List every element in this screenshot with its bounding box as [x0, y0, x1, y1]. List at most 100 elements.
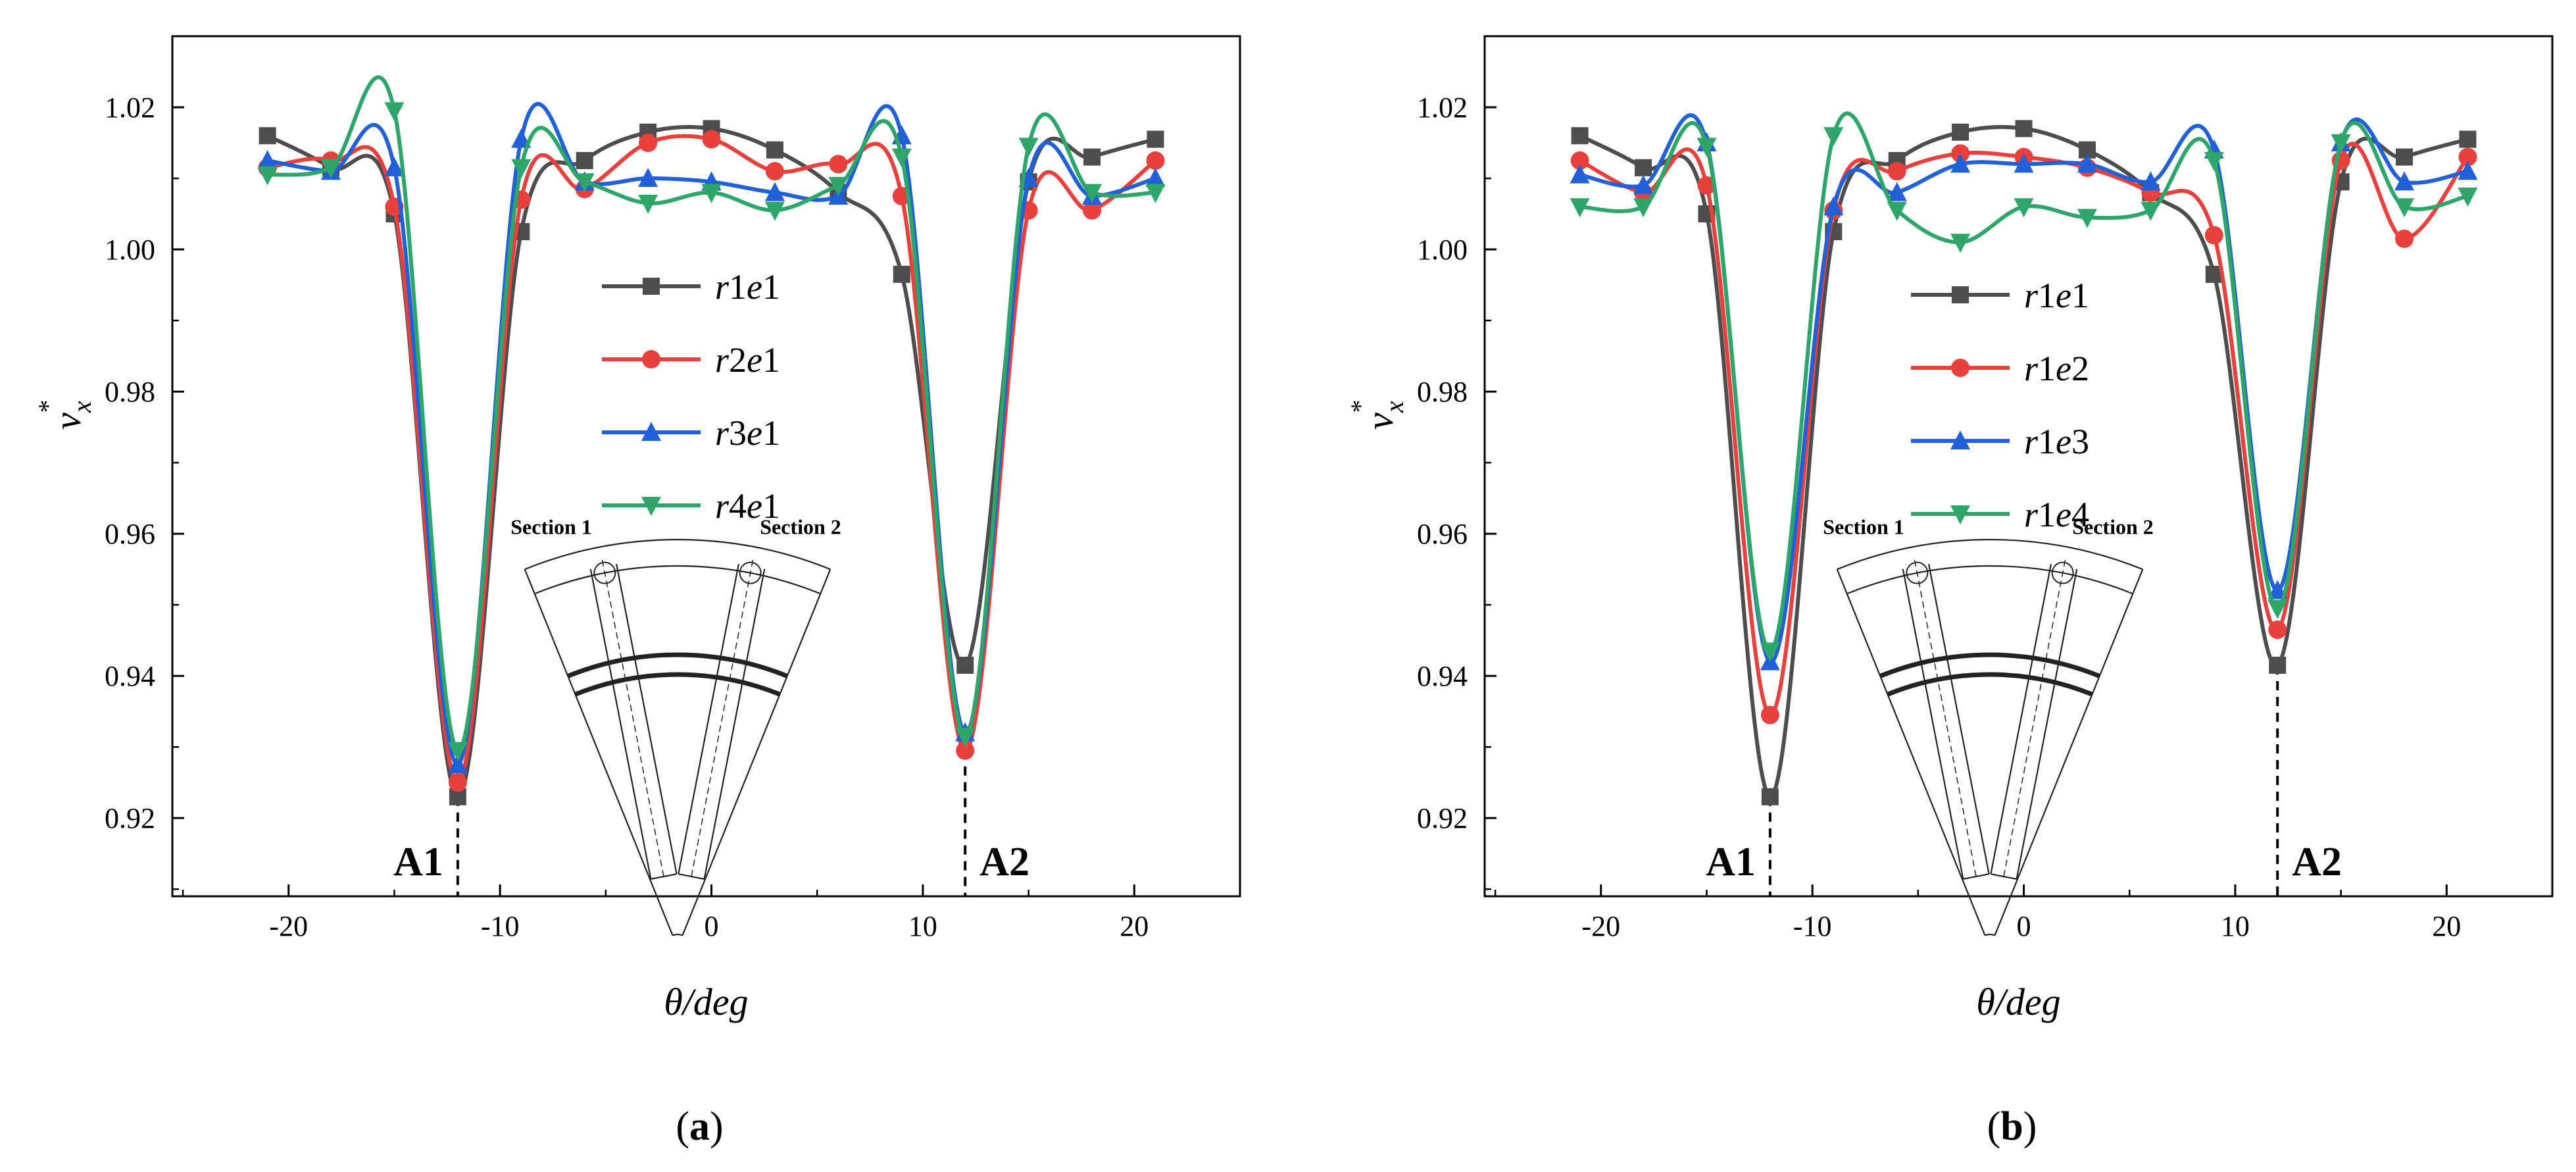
legend-label-part: e: [747, 413, 762, 453]
y-axis-title-sub: x: [1379, 401, 1409, 413]
point-r4e1--3: [638, 194, 658, 214]
y-tick-label: 1.00: [1417, 234, 1468, 266]
legend-marker-r1e4: [1950, 505, 1970, 524]
point-r3e1--3: [638, 168, 658, 188]
legend-label-r1e3: r1e3: [2024, 422, 2089, 461]
inset-inner-arc: [534, 565, 821, 595]
y-tick-label: 0.96: [1417, 518, 1468, 550]
point-r1e2--3: [1951, 144, 1970, 163]
inset-edge-right: [1994, 569, 2144, 936]
y-axis-title: vx *: [33, 399, 97, 430]
y-tick-label: 0.92: [1417, 802, 1468, 834]
inset-outer-arc: [1837, 538, 2143, 571]
point-r1e3-0: [2014, 153, 2034, 173]
x-tick-label: 10: [2221, 910, 2250, 942]
point-r1e1--6: [576, 152, 593, 170]
series-line-r2e1: [267, 134, 1157, 785]
point-r1e4-3: [2077, 209, 2097, 228]
legend-marker-r1e3: [1950, 430, 1970, 449]
point-r1e1--12: [1761, 788, 1779, 805]
inset-edge-left: [1836, 569, 1986, 936]
inset-slot-head-1: [593, 561, 616, 584]
y-tick-label: 0.98: [105, 376, 155, 408]
legend-item-r1e3: r1e3: [1911, 422, 2089, 461]
legend-label-part: e: [2056, 495, 2071, 534]
point-r3e1--12: [447, 754, 468, 774]
legend-label-part: e: [747, 340, 762, 380]
point-r1e3--3: [1950, 153, 1971, 173]
legend-item-r3e1: r3e1: [602, 413, 780, 453]
legend-label-r1e1: r1e1: [2024, 276, 2089, 315]
x-axis-title: θ/deg: [664, 981, 748, 1023]
point-r1e1-18: [1083, 148, 1101, 166]
legend-item-r1e2: r1e2: [1911, 349, 2089, 388]
y-tick-label: 0.92: [105, 802, 155, 834]
point-r1e1--21: [259, 127, 276, 145]
legend-label-part: 1: [2038, 495, 2056, 534]
point-r1e2-21: [2458, 147, 2477, 166]
x-axis-title: θ/deg: [1976, 981, 2060, 1023]
inset-edge-left: [524, 569, 674, 936]
point-r1e3--6: [1887, 182, 1907, 201]
y-tick-label: 0.96: [105, 518, 155, 550]
point-r1e1-9: [893, 265, 910, 283]
point-r1e1-0: [2015, 120, 2033, 138]
inset-section-2-label: Section 2: [2072, 515, 2154, 539]
legend-label-r4e1: r4e1: [715, 486, 780, 526]
point-r1e3-6: [2141, 171, 2161, 191]
inset-slot-head-2: [739, 561, 762, 584]
legend-label-part: e: [747, 486, 762, 526]
panel-caption: (a): [676, 1104, 723, 1149]
point-r1e2--21: [1570, 151, 1589, 170]
legend-label-part: e: [2056, 422, 2071, 461]
x-axis-title-text: θ/deg: [1976, 981, 2060, 1023]
x-tick-label: 0: [705, 910, 719, 942]
inset-diagram: Section 1 Section 2: [1823, 515, 2154, 936]
plot-frame: [1483, 35, 2554, 898]
point-r3e1-3: [764, 182, 785, 201]
y-tick-label: 1.00: [105, 234, 155, 266]
legend-item-r1e1: r1e1: [602, 267, 780, 307]
y-axis-title: vx *: [1345, 399, 1409, 430]
legend-label-part: 3: [729, 413, 747, 453]
point-r1e1-3: [766, 141, 783, 159]
point-r4e1-6: [828, 176, 849, 196]
point-r4e1-9: [891, 148, 912, 168]
inset-slot-head-2: [2051, 561, 2074, 584]
inset-slot-center-2: [2003, 556, 2067, 877]
legend-marker-r2e1: [642, 350, 660, 369]
legend-label-part: e: [2056, 349, 2071, 388]
inset-slot-center-1: [601, 556, 664, 877]
point-r1e3-21: [2458, 161, 2478, 180]
point-r2e1-12: [956, 741, 975, 760]
x-tick-label: -20: [1581, 910, 1620, 942]
point-r1e1-21: [2459, 130, 2477, 148]
inset-hub-arc: [672, 933, 683, 936]
legend-label-r1e4: r1e4: [2024, 495, 2089, 534]
point-r1e1-12: [2269, 656, 2287, 674]
point-r3e1-21: [1145, 168, 1166, 188]
legend-marker-r1e1: [643, 278, 660, 295]
legend-label-part: 2: [2071, 349, 2089, 388]
annotation-label-A1: A1: [1706, 840, 1756, 884]
caption-open: (: [1987, 1104, 2001, 1149]
legend-label-part: e: [747, 267, 762, 307]
legend-label-part: r: [2024, 349, 2039, 388]
legend-item-r2e1: r2e1: [602, 340, 780, 380]
point-r4e1--15: [384, 102, 405, 122]
y-axis-title-sup: *: [33, 399, 62, 413]
inset-band-2: [574, 672, 781, 697]
legend-label-part: e: [2056, 276, 2071, 315]
point-r1e3-3: [2077, 153, 2097, 173]
point-r3e1--15: [384, 157, 405, 176]
caption-close: ): [710, 1104, 724, 1149]
caption-close: ): [2023, 1104, 2037, 1149]
point-r4e1-21: [1145, 184, 1166, 203]
y-axis-title-main: v: [46, 413, 89, 430]
point-r1e3--9: [1823, 196, 1844, 216]
series-r2e1: [258, 130, 1165, 792]
y-axis-title-sub: x: [67, 401, 97, 413]
chart-panel-a: 0.92 0.94 0.96 0.98 1.00 1.02 -20 -10 0 10 20 θ/deg…: [33, 35, 1241, 1149]
